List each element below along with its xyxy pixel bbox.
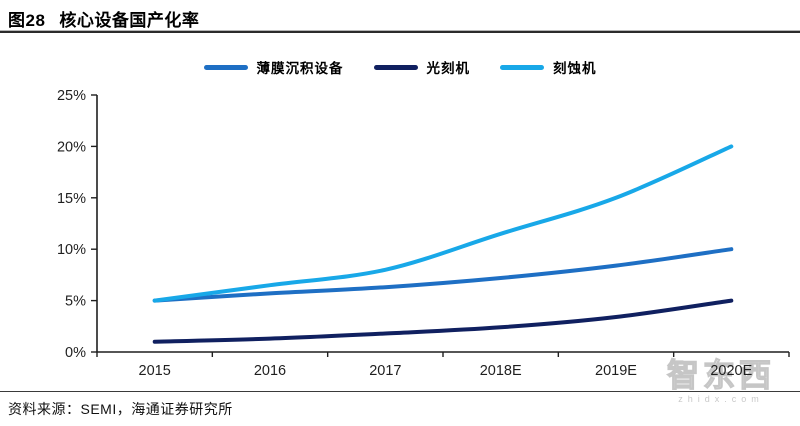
x-axis-label: 2020E: [710, 363, 752, 379]
x-axis-label: 2016: [254, 363, 286, 379]
series-line-薄膜沉积设备: [152, 247, 734, 303]
watermark: 智东西 zhidx.com: [656, 357, 786, 404]
y-axis-label: 5%: [65, 294, 86, 310]
legend-item-薄膜沉积设备: 薄膜沉积设备: [203, 57, 344, 77]
x-axis-label: 2015: [139, 363, 171, 379]
figure-number-label: 图28: [8, 11, 46, 30]
y-axis-label: 0%: [65, 345, 86, 361]
x-axis-label: 2019E: [595, 363, 637, 379]
watermark-brand: 智东西: [666, 357, 775, 393]
x-axis-label: 2017: [369, 363, 401, 379]
figure-title: 图28 核心设备国产化率: [8, 6, 792, 31]
figure-title-text: 核心设备国产化率: [59, 11, 200, 30]
chart-legend: 薄膜沉积设备 光刻机 刻蚀机: [0, 57, 800, 77]
watermark-domain: zhidx.com: [678, 394, 764, 404]
title-divider: [0, 30, 800, 33]
axis-lines: [96, 95, 789, 353]
source-note: 资料来源：SEMI，海通证券研究所: [8, 401, 233, 417]
y-axis-label: 15%: [57, 191, 86, 207]
series-line-刻蚀机: [152, 144, 734, 303]
legend-item-刻蚀机: 刻蚀机: [500, 57, 597, 77]
x-axis-label: 2018E: [480, 363, 522, 379]
legend-label: 刻蚀机: [553, 61, 597, 76]
legend-swatch-icon: [500, 64, 544, 70]
y-axis-label: 10%: [57, 242, 86, 258]
series-line-光刻机: [152, 298, 734, 344]
legend-label: 光刻机: [426, 61, 470, 76]
legend-label: 薄膜沉积设备: [256, 61, 344, 76]
legend-item-光刻机: 光刻机: [373, 57, 471, 77]
y-axis-label: 20%: [57, 139, 86, 155]
legend-swatch-icon: [203, 64, 248, 70]
footer-divider: [0, 391, 800, 392]
legend-swatch-icon: [373, 64, 418, 70]
y-axis-label: 25%: [57, 88, 86, 104]
